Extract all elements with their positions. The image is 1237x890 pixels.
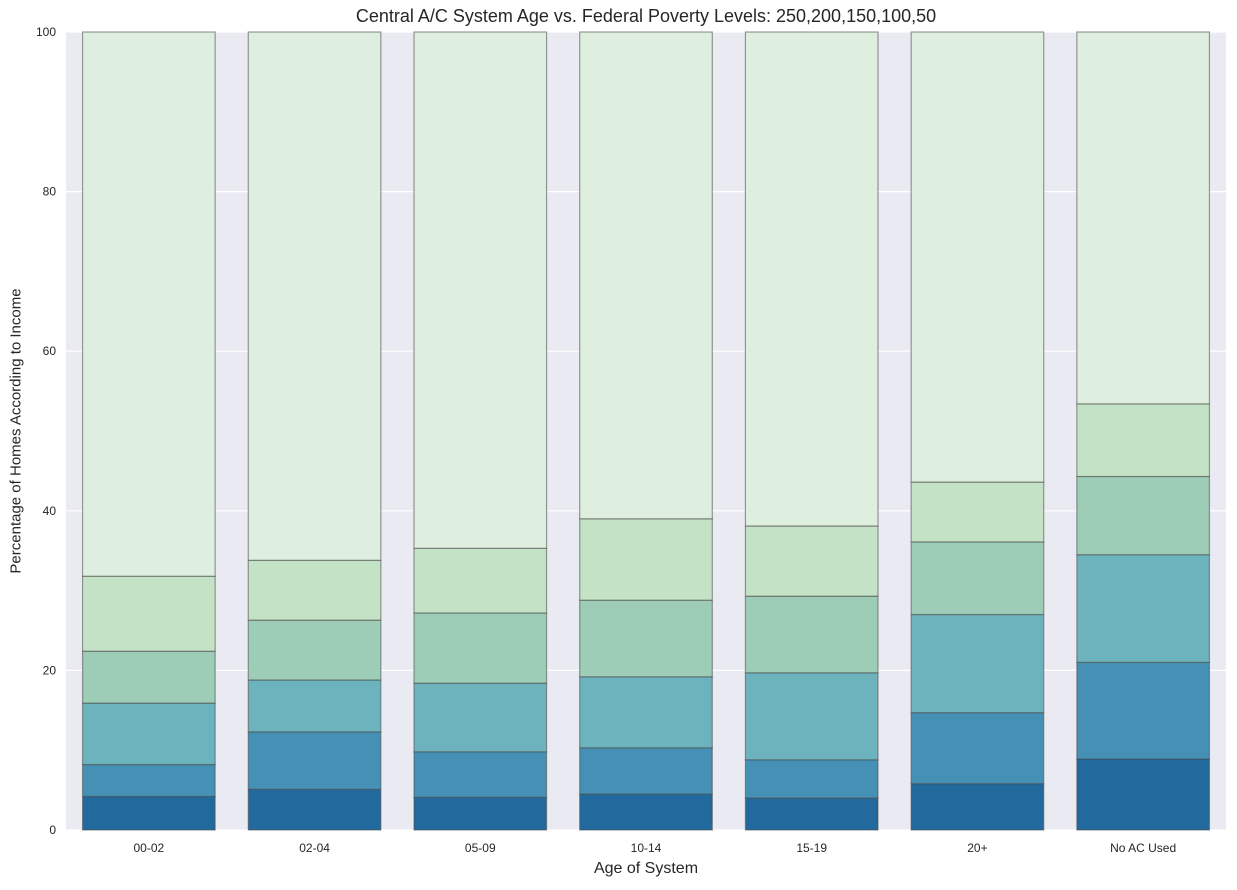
x-tick-label: No AC Used: [1110, 841, 1176, 855]
bar-segment: [910, 613, 1045, 714]
bar-segment: [579, 747, 713, 795]
bar-segment: [413, 31, 548, 549]
x-tick-label: 15-19: [796, 841, 827, 855]
y-tick-label: 20: [43, 663, 57, 677]
bar-segment: [1076, 554, 1211, 664]
bar-segment: [744, 672, 879, 761]
x-tick-label: 10-14: [631, 841, 662, 855]
bar-segment: [1076, 475, 1211, 556]
bar-segment: [81, 650, 216, 704]
bar-segment: [1076, 661, 1211, 760]
bar-segment: [247, 731, 382, 790]
bar-segment: [247, 788, 382, 831]
bar-segment: [1076, 758, 1211, 831]
bar-segment: [81, 795, 216, 831]
bar-segment: [910, 31, 1045, 483]
x-tick-label: 20+: [967, 841, 987, 855]
bar-segment: [744, 797, 879, 831]
bar-segment: [744, 595, 879, 674]
bar-segment: [247, 619, 382, 681]
x-axis-label: Age of System: [593, 860, 699, 877]
bar-segment: [910, 783, 1045, 831]
bar-segment: [910, 541, 1045, 616]
bar-segment: [247, 559, 382, 621]
bar-segment: [413, 796, 548, 831]
bar-segment: [413, 547, 548, 614]
bar-segment: [910, 712, 1045, 785]
y-tick-label: 80: [43, 185, 57, 199]
bar-segment: [81, 702, 216, 766]
bar-segment: [81, 763, 216, 798]
x-tick-label: 05-09: [465, 841, 496, 855]
bar-segment: [579, 676, 713, 749]
bar-segment: [81, 31, 216, 577]
bar-segment: [579, 599, 713, 678]
bar-segment: [744, 759, 879, 799]
bar-segment: [413, 682, 548, 753]
bar-segment: [579, 518, 713, 601]
bar-segment: [910, 481, 1045, 543]
bar-segment: [1076, 403, 1211, 478]
bar-segment: [1076, 31, 1211, 405]
x-tick-label: 00-02: [134, 841, 165, 855]
bar-segment: [579, 793, 713, 831]
bar-segment: [744, 31, 879, 527]
y-tick-label: 0: [49, 823, 56, 837]
bar-segment: [413, 751, 548, 798]
y-tick-label: 60: [43, 344, 57, 358]
bar-segment: [744, 525, 879, 597]
bar-segment: [247, 31, 382, 561]
chart-title: Central A/C System Age vs. Federal Pover…: [355, 6, 937, 26]
x-tick-label: 02-04: [299, 841, 330, 855]
bar-segment: [413, 612, 548, 684]
y-tick-label: 100: [36, 25, 56, 39]
bar-segment: [247, 679, 382, 733]
bar-segment: [579, 31, 713, 520]
y-tick-label: 40: [43, 504, 57, 518]
bar-segment: [81, 575, 216, 652]
